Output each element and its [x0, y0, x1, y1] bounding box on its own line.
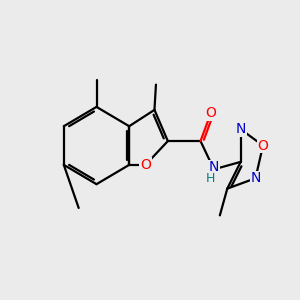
Text: N: N — [209, 160, 219, 174]
Text: O: O — [140, 158, 151, 172]
Text: H: H — [206, 172, 215, 185]
Text: O: O — [206, 106, 216, 120]
Text: N: N — [250, 171, 261, 185]
Text: N: N — [236, 122, 246, 136]
Text: O: O — [257, 139, 268, 152]
